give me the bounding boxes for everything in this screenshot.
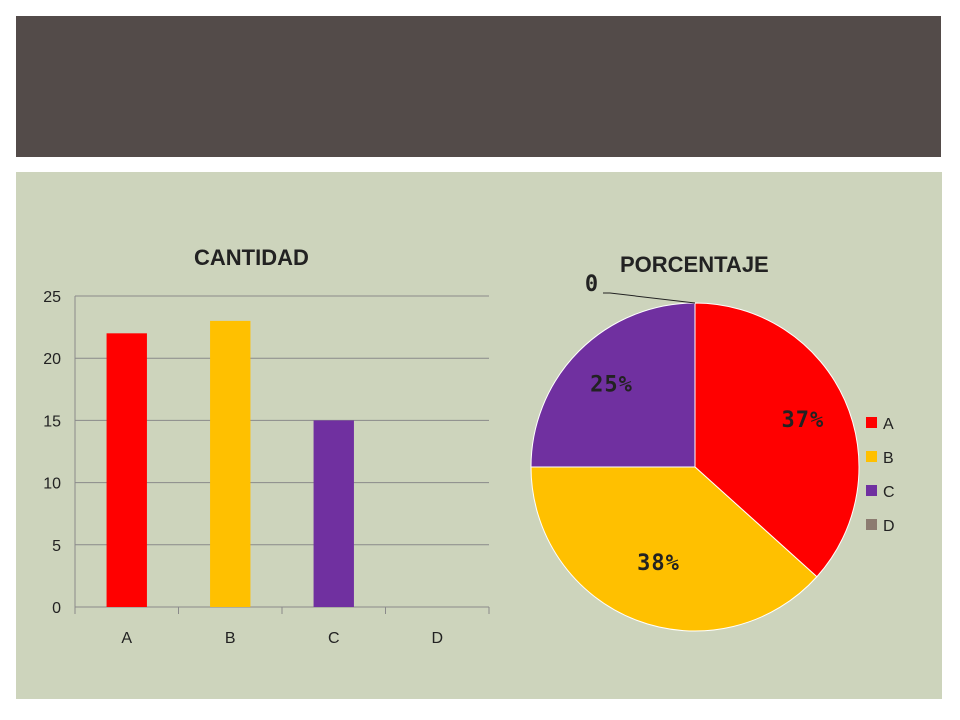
legend-swatch-a [866,417,877,428]
x-tick-label: B [225,630,236,647]
bar-c [313,420,354,607]
y-tick-label: 10 [43,476,61,493]
y-tick-label: 15 [43,413,61,430]
bar-b [210,320,251,607]
x-tick-label: C [328,630,340,647]
pie-slice-c [530,302,696,468]
pie-slice-a [694,302,860,578]
pie-chart-title: PORCENTAJE [620,252,769,277]
pie-data-label: 38% [637,551,680,576]
pie-slice-b [530,466,818,632]
legend-label: B [883,450,894,467]
leader-line [603,292,696,304]
legend-label: C [883,484,895,501]
legend-swatch-b [866,451,877,462]
legend-swatch-c [866,485,877,496]
pie-data-label: 37% [781,408,824,433]
y-tick-label: 25 [43,289,61,306]
y-tick-label: 20 [43,351,61,368]
y-tick-label: 5 [52,538,61,555]
bar-chart-title: CANTIDAD [194,245,309,270]
legend-swatch-d [866,519,877,530]
y-tick-label: 0 [52,600,61,617]
slide-title-bar [16,16,941,157]
legend-label: A [883,416,894,433]
x-tick-label: D [431,630,443,647]
legend-label: D [883,518,895,535]
pie-data-label: 0 [585,272,599,297]
bar-a [106,333,147,607]
pie-data-label: 25% [590,373,633,398]
x-tick-label: A [121,630,132,647]
